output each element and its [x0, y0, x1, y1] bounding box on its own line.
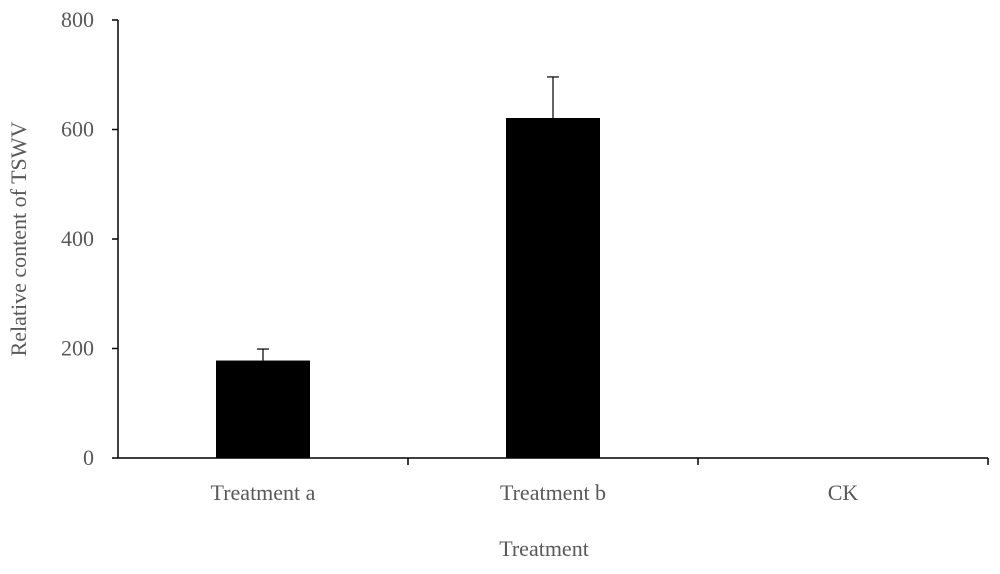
- x-tick-label: Treatment b: [500, 480, 606, 505]
- x-tick-label: CK: [828, 480, 859, 505]
- bar: [506, 118, 600, 458]
- bar: [216, 360, 310, 458]
- y-tick-label: 0: [83, 445, 94, 470]
- y-axis-title: Relative content of TSWV: [6, 121, 31, 356]
- bars: [216, 118, 600, 458]
- y-tick-label: 800: [61, 7, 94, 32]
- y-axis: 0 200 400 600 800: [61, 7, 119, 470]
- x-tick-label: Treatment a: [211, 480, 316, 505]
- x-axis-title: Treatment: [499, 536, 589, 561]
- y-tick-label: 200: [61, 336, 94, 361]
- y-tick-label: 400: [61, 226, 94, 251]
- y-tick-label: 600: [61, 117, 94, 142]
- x-axis: Treatment a Treatment b CK: [118, 457, 989, 505]
- error-bars: [257, 76, 559, 361]
